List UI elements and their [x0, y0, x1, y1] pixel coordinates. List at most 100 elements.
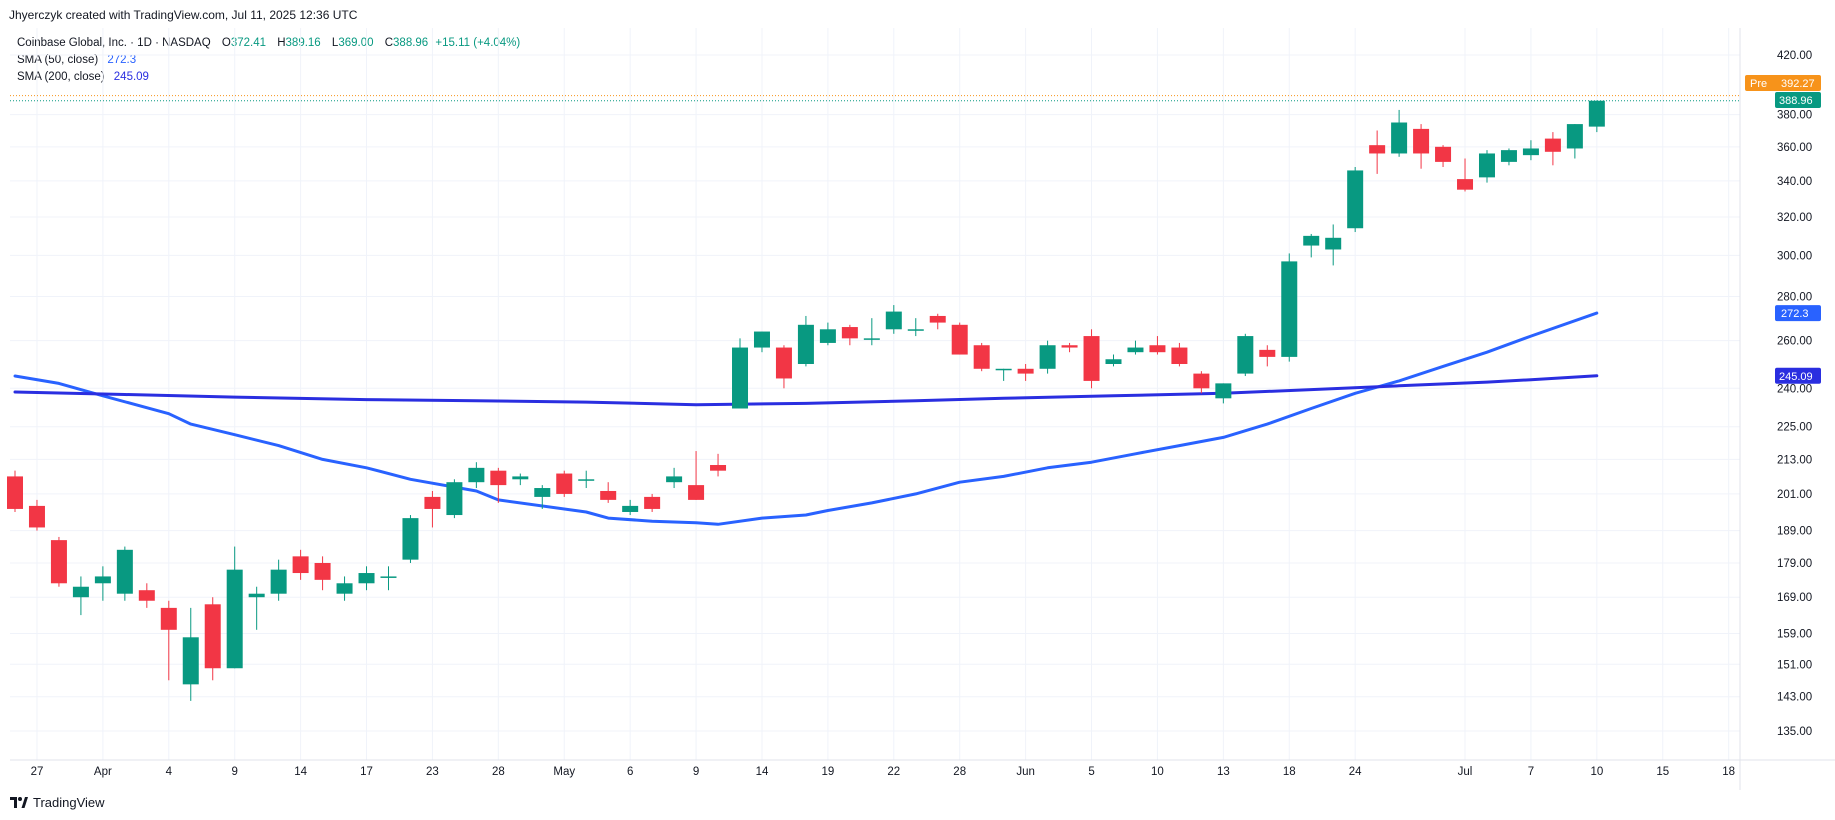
sma200-line	[13, 374, 1599, 407]
high-value: 389.16	[285, 37, 321, 49]
time-tick-label: 15	[1656, 766, 1669, 778]
candle	[885, 305, 902, 334]
candle-body	[973, 345, 990, 369]
candle	[907, 318, 924, 337]
candle	[1566, 124, 1583, 159]
candle	[600, 482, 617, 503]
candle-body	[1303, 235, 1320, 246]
price-tick-label: 135.00	[1777, 726, 1812, 738]
candle-body	[1237, 336, 1254, 374]
price-tick-label: 360.00	[1777, 142, 1812, 154]
sma200-legend-label[interactable]: SMA (200, close)	[17, 71, 105, 83]
time-tick-label: 18	[1722, 766, 1735, 778]
price-tick-label: 143.00	[1777, 692, 1812, 704]
pre-badge-bg	[1745, 75, 1821, 91]
time-tick-label: 19	[821, 766, 834, 778]
candle	[710, 453, 727, 477]
candle-body	[775, 347, 792, 379]
candle	[951, 322, 968, 355]
sma200-legend-row[interactable]: SMA (200, close) 245.09	[17, 69, 520, 86]
candle	[556, 470, 573, 497]
time-tick-label: Jun	[1016, 766, 1035, 778]
candle	[1435, 145, 1452, 168]
candle-body	[1325, 237, 1342, 250]
candle-body	[138, 590, 155, 601]
close-label: C	[384, 37, 394, 49]
candle	[1039, 340, 1056, 374]
candle	[622, 499, 639, 516]
candle-body	[556, 473, 573, 494]
time-tick-label: 22	[887, 766, 900, 778]
candle	[841, 324, 858, 346]
header: Jhyerczyk created with TradingView.com, …	[0, 0, 1835, 28]
candle-body	[380, 576, 397, 578]
candle	[50, 536, 67, 587]
candle	[1522, 140, 1539, 161]
time-tick-label: 13	[1217, 766, 1230, 778]
candle-body	[1215, 383, 1232, 399]
candle	[116, 546, 133, 601]
candle	[819, 322, 836, 346]
time-tick-label: Apr	[94, 766, 112, 778]
candle	[1215, 383, 1232, 404]
time-tick-label: 7	[1528, 766, 1534, 778]
candle-body	[1017, 368, 1034, 374]
candle-body	[204, 604, 221, 669]
high-label: H	[277, 37, 286, 49]
candle	[314, 556, 331, 591]
candle-body	[446, 482, 463, 516]
candle-body	[995, 368, 1012, 371]
candle-body	[622, 505, 639, 512]
symbol-title[interactable]: Coinbase Global, Inc. · 1D · NASDAQ	[17, 37, 211, 49]
candle-body	[1435, 146, 1452, 162]
time-tick-label: May	[553, 766, 575, 778]
candle-body	[314, 562, 331, 580]
candle	[182, 607, 199, 701]
time-tick-label: 10	[1590, 766, 1603, 778]
candle-body	[863, 338, 880, 340]
candle	[1149, 336, 1166, 355]
candle-body	[50, 540, 67, 584]
time-tick-label: 17	[360, 766, 373, 778]
time-tick-label: 5	[1088, 766, 1094, 778]
change-value: +15.11 (+4.04%)	[435, 37, 521, 49]
candle	[578, 470, 595, 489]
symbol-row[interactable]: Coinbase Global, Inc. · 1D · NASDAQ O372…	[17, 35, 520, 52]
candle	[688, 451, 705, 500]
price-tick-label: 380.00	[1777, 110, 1812, 122]
candle-body	[1281, 261, 1298, 357]
candle-body	[402, 518, 419, 560]
candle	[753, 331, 770, 353]
candle-body	[710, 465, 727, 471]
time-tick-label: 18	[1283, 766, 1296, 778]
candle-body	[1413, 128, 1430, 154]
candle	[138, 583, 155, 608]
candle	[160, 600, 177, 681]
price-axis[interactable]: 420.00 380.00 360.00 340.00 320.00 300.00 280.…	[1739, 28, 1812, 790]
candle-body	[753, 331, 770, 348]
candle-body	[28, 505, 45, 528]
last-price-badge-bg	[1775, 92, 1821, 108]
sma200-badge-text: 245.09	[1779, 371, 1813, 383]
price-tick-label: 225.00	[1777, 422, 1812, 434]
pre-badge-label: Pre	[1750, 78, 1767, 90]
created-by-text: Jhyerczyk created with TradingView.com, …	[9, 8, 358, 22]
price-tick-label: 320.00	[1777, 212, 1812, 224]
pre-badge-price: 392.27	[1781, 78, 1815, 90]
price-chart[interactable]: 420.00 380.00 360.00 340.00 320.00 300.00 280.…	[0, 0, 1835, 790]
candle	[490, 467, 507, 503]
candle-body	[819, 329, 836, 343]
candle-body	[336, 583, 353, 594]
sma200-badge-bg	[1775, 367, 1821, 384]
candle	[1281, 253, 1298, 362]
candle-body	[358, 573, 375, 584]
candle-body	[534, 488, 551, 497]
candle	[248, 586, 265, 630]
candle-body	[1457, 179, 1474, 190]
time-axis[interactable]: 27 Apr 4 9 14 17 23 28 May 6 9 14 19 22 28 Jun 5 10 13 18 24…	[10, 759, 1835, 778]
candle	[666, 467, 683, 489]
candle	[1017, 363, 1034, 381]
candle-body	[1544, 138, 1561, 152]
price-tick-label: 213.00	[1777, 454, 1812, 466]
candle	[534, 485, 551, 509]
